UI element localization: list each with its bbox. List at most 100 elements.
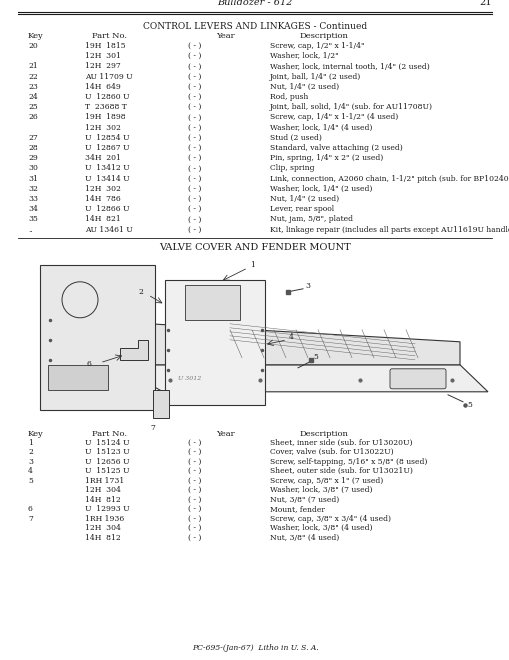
Text: 12H  304: 12H 304: [85, 486, 121, 494]
Polygon shape: [40, 265, 155, 410]
Text: 1RH 1731: 1RH 1731: [85, 477, 124, 485]
Text: ( - ): ( - ): [188, 477, 201, 485]
Polygon shape: [165, 280, 265, 405]
Text: 14H  786: 14H 786: [85, 195, 121, 203]
Text: U  12993 U: U 12993 U: [85, 506, 129, 513]
Bar: [48, 365, 108, 390]
Text: U  13414 U: U 13414 U: [85, 175, 129, 183]
Text: 12H  304: 12H 304: [85, 524, 121, 533]
Text: 32: 32: [28, 185, 38, 193]
Text: 26: 26: [28, 114, 38, 121]
Text: 20: 20: [28, 42, 38, 50]
Text: Screw, cap, 5/8" x 1" (7 used): Screw, cap, 5/8" x 1" (7 used): [269, 477, 382, 485]
Text: ( - ): ( - ): [188, 448, 201, 456]
Text: Kit, linkage repair (includes all parts except AU11619U handle): Kit, linkage repair (includes all parts …: [269, 226, 509, 234]
Text: 5: 5: [313, 353, 317, 361]
Text: 23: 23: [28, 82, 38, 91]
Text: Stud (2 used): Stud (2 used): [269, 134, 321, 142]
Text: 14H  812: 14H 812: [85, 534, 121, 542]
Text: 4: 4: [28, 467, 33, 475]
Text: 7: 7: [150, 424, 155, 432]
Text: 21: 21: [28, 63, 38, 71]
Text: Bulldozer - 612: Bulldozer - 612: [217, 0, 292, 7]
Text: 25: 25: [28, 103, 38, 111]
Text: 12H  302: 12H 302: [85, 185, 121, 193]
Text: Sheet, inner side (sub. for U13020U): Sheet, inner side (sub. for U13020U): [269, 439, 412, 447]
Text: 3: 3: [28, 458, 33, 466]
Text: ( - ): ( - ): [188, 195, 201, 203]
Text: ( - ): ( - ): [188, 103, 201, 111]
Text: U  12860 U: U 12860 U: [85, 93, 129, 101]
Text: Link, connection, A2060 chain, 1-1/2" pitch (sub. for BP10240E): Link, connection, A2060 chain, 1-1/2" pi…: [269, 175, 509, 183]
Text: ( - ): ( - ): [188, 123, 201, 131]
Text: 4: 4: [289, 333, 293, 341]
Text: AU 11709 U: AU 11709 U: [85, 73, 132, 81]
Text: ( - ): ( - ): [188, 534, 201, 542]
Text: Year: Year: [215, 32, 234, 40]
Text: ( - ): ( - ): [188, 226, 201, 234]
Text: 21: 21: [478, 0, 491, 7]
Text: U  15124 U: U 15124 U: [85, 439, 129, 447]
Text: 12H  297: 12H 297: [85, 63, 121, 71]
Text: Rod, push: Rod, push: [269, 93, 308, 101]
Text: U  12854 U: U 12854 U: [85, 134, 129, 142]
Text: 31: 31: [28, 175, 38, 183]
Text: 35: 35: [28, 215, 38, 223]
Text: Nut, 3/8" (7 used): Nut, 3/8" (7 used): [269, 496, 338, 504]
Text: Part No.: Part No.: [92, 430, 127, 438]
Text: 34: 34: [28, 205, 38, 213]
Text: Key: Key: [28, 430, 44, 438]
Text: 14H  649: 14H 649: [85, 82, 121, 91]
Text: 28: 28: [28, 144, 38, 152]
Text: ( - ): ( - ): [188, 215, 201, 223]
Text: ( - ): ( - ): [188, 154, 201, 162]
Text: 3: 3: [304, 282, 309, 290]
Polygon shape: [115, 365, 487, 392]
Text: Nut, 1/4" (2 used): Nut, 1/4" (2 used): [269, 195, 338, 203]
Text: 19H  1898: 19H 1898: [85, 114, 125, 121]
Text: ..: ..: [28, 226, 33, 234]
Text: ( - ): ( - ): [188, 175, 201, 183]
Text: Screw, self-tapping, 5/16" x 5/8" (8 used): Screw, self-tapping, 5/16" x 5/8" (8 use…: [269, 458, 427, 466]
Text: 30: 30: [28, 164, 38, 172]
Text: CONTROL LEVERS AND LINKAGES - Continued: CONTROL LEVERS AND LINKAGES - Continued: [143, 22, 366, 31]
Text: 27: 27: [28, 134, 38, 142]
Text: Description: Description: [299, 430, 348, 438]
Text: T  23688 T: T 23688 T: [85, 103, 127, 111]
Text: PC-695-(Jan-67)  Litho in U. S. A.: PC-695-(Jan-67) Litho in U. S. A.: [191, 644, 318, 652]
Text: ( - ): ( - ): [188, 458, 201, 466]
Text: U  12866 U: U 12866 U: [85, 205, 129, 213]
Text: ( - ): ( - ): [188, 524, 201, 533]
Text: 1: 1: [249, 261, 254, 269]
Text: 7: 7: [28, 515, 33, 523]
Text: Nut, jam, 5/8", plated: Nut, jam, 5/8", plated: [269, 215, 352, 223]
Text: Joint, ball, 1/4" (2 used): Joint, ball, 1/4" (2 used): [269, 73, 360, 81]
Text: 6: 6: [28, 506, 33, 513]
Text: Washer, lock, 1/4" (4 used): Washer, lock, 1/4" (4 used): [269, 123, 372, 131]
Text: 12H  301: 12H 301: [85, 52, 121, 60]
Text: Part No.: Part No.: [92, 32, 127, 40]
Text: Washer, lock, internal tooth, 1/4" (2 used): Washer, lock, internal tooth, 1/4" (2 us…: [269, 63, 429, 71]
Text: ( - ): ( - ): [188, 93, 201, 101]
Text: ( - ): ( - ): [188, 42, 201, 50]
Text: U  13412 U: U 13412 U: [85, 164, 129, 172]
Text: Sheet, outer side (sub. for U13021U): Sheet, outer side (sub. for U13021U): [269, 467, 412, 475]
Bar: [153, 390, 168, 418]
Text: 14H  821: 14H 821: [85, 215, 121, 223]
Text: U  12867 U: U 12867 U: [85, 144, 129, 152]
Text: U 3012: U 3012: [178, 376, 201, 381]
Text: Clip, spring: Clip, spring: [269, 164, 314, 172]
Text: ( - ): ( - ): [188, 205, 201, 213]
Text: ( - ): ( - ): [188, 114, 201, 121]
Text: VALVE COVER AND FENDER MOUNT: VALVE COVER AND FENDER MOUNT: [159, 243, 350, 252]
Text: ( - ): ( - ): [188, 185, 201, 193]
Text: Mount, fender: Mount, fender: [269, 506, 324, 513]
Text: ( - ): ( - ): [188, 506, 201, 513]
Text: Key: Key: [28, 32, 44, 40]
Text: 33: 33: [28, 195, 38, 203]
Text: Screw, cap, 1/2" x 1-1/4": Screw, cap, 1/2" x 1-1/4": [269, 42, 364, 50]
Polygon shape: [115, 322, 459, 365]
Text: 1: 1: [28, 439, 33, 447]
Text: Washer, lock, 1/4" (2 used): Washer, lock, 1/4" (2 used): [269, 185, 372, 193]
Text: Washer, lock, 1/2": Washer, lock, 1/2": [269, 52, 338, 60]
